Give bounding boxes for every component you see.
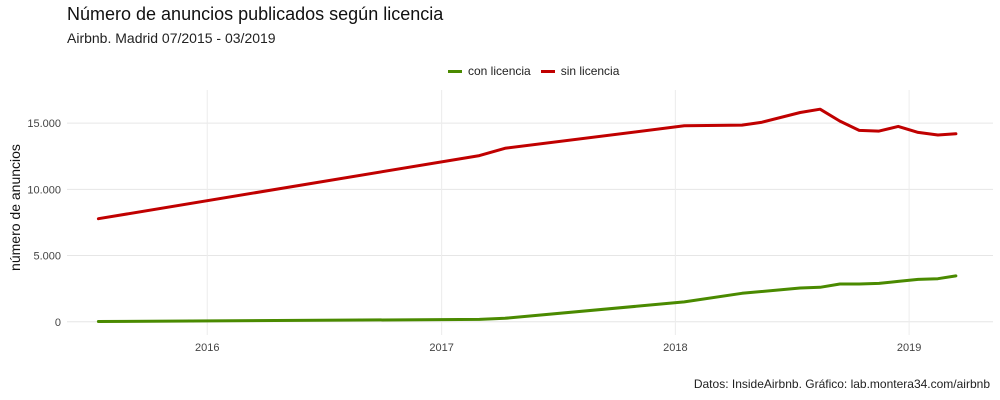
x-tick-label: 2018 [663, 342, 687, 354]
y-tick-label: 0 [55, 317, 61, 329]
legend-label-con-licencia: con licencia [468, 64, 531, 78]
y-tick-label: 5.000 [33, 251, 61, 263]
x-tick-label: 2019 [897, 342, 921, 354]
y-tick-label: 15.000 [27, 118, 61, 130]
x-tick-label: 2016 [195, 342, 219, 354]
x-tick-label: 2017 [429, 342, 453, 354]
legend-label-sin-licencia: sin licencia [560, 64, 620, 78]
y-tick-label: 10.000 [27, 184, 61, 196]
legend-item-con-licencia: con licencia [448, 64, 531, 78]
legend-item-sin-licencia: sin licencia [540, 64, 620, 78]
chart-caption: Datos: InsideAirbnb. Gráfico: lab.monter… [693, 377, 990, 391]
legend: con licencia sin licencia [448, 64, 629, 78]
chart-subtitle: Airbnb. Madrid 07/2015 - 03/2019 [67, 30, 276, 46]
series-line-sin-licencia [96, 107, 958, 221]
y-axis-label: número de anuncios [7, 144, 23, 271]
chart-title: Número de anuncios publicados según lice… [67, 4, 444, 24]
series-line-con-licencia [96, 274, 958, 323]
legend-swatch-con-licencia [448, 69, 462, 73]
legend-swatch-sin-licencia [540, 69, 555, 73]
